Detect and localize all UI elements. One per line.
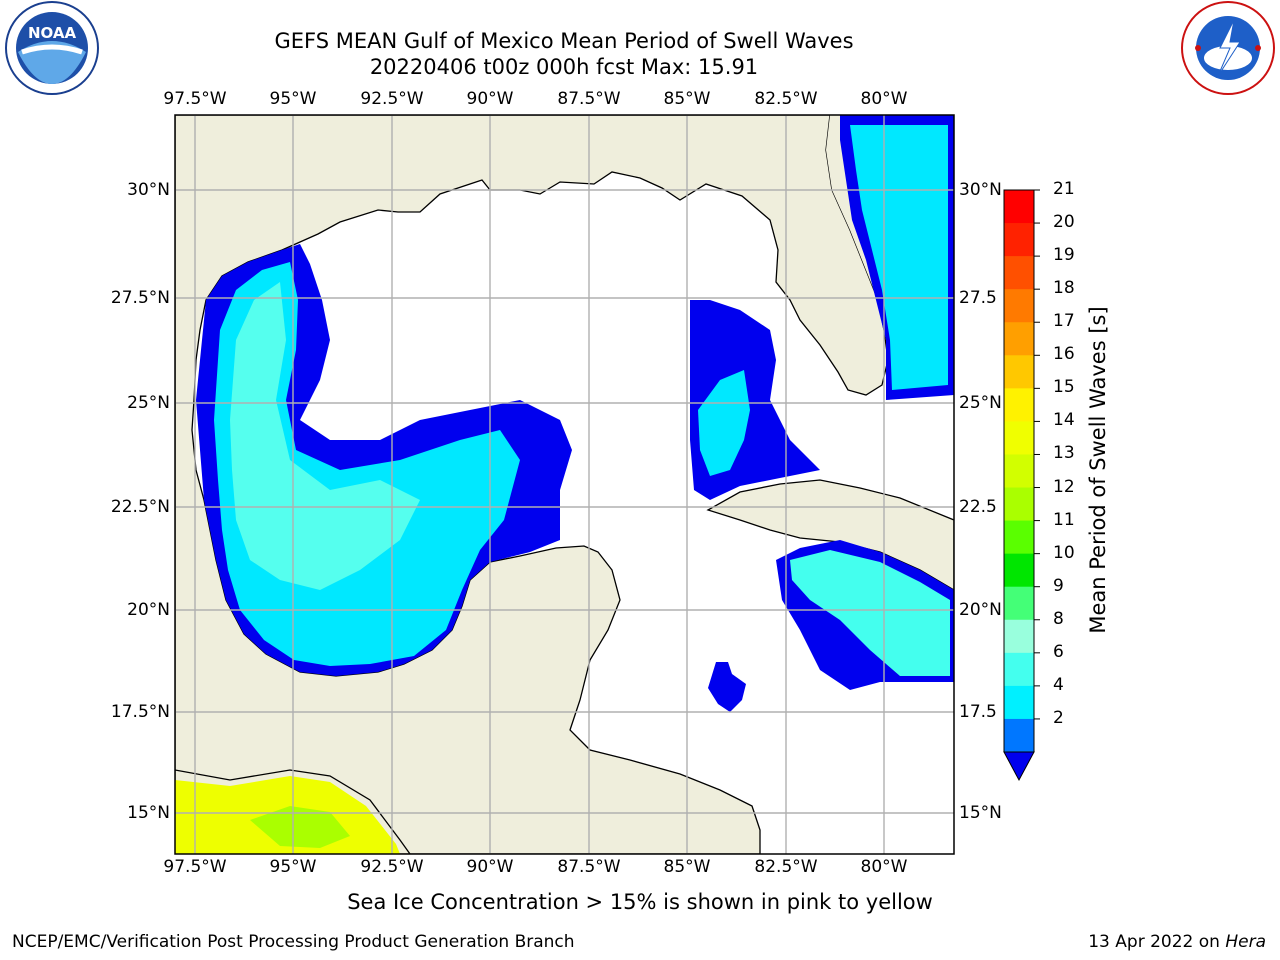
lat-label: 20°N [959,600,1002,620]
lon-label: 82.5°W [754,857,818,877]
lat-label: 22.5 [959,497,997,517]
lat-label: 15°N [959,803,1002,823]
colorbar-tick-label: 16 [1053,344,1075,365]
swell-field-honduras [708,662,746,712]
lon-label: 82.5°W [754,89,818,109]
colorbar [1003,189,1040,782]
chart-subtitle: 20220406 t00z 000h fcst Max: 15.91 [369,55,759,79]
lon-label: 80°W [860,857,908,877]
colorbar-border [1003,189,1035,753]
colorbar-tick-label: 2 [1053,707,1064,728]
lat-label: 30°N [959,180,1002,200]
lat-label: 22.5°N [110,497,170,517]
colorbar-tick-label: 21 [1053,179,1075,199]
lon-label: 90°W [466,89,514,109]
colorbar-swatch [1004,520,1034,555]
colorbar-swatch [1004,322,1034,356]
lon-label: 95°W [269,89,317,109]
colorbar-tick-label: 10 [1053,542,1075,563]
colorbar-tick-label: 17 [1053,311,1075,332]
footer-date-text: 13 Apr 2022 on [1088,932,1220,952]
sea-ice-caption: Sea Ice Concentration > 15% is shown in … [347,890,933,914]
footer-date: 13 Apr 2022 on Hera [1088,932,1266,952]
colorbar-swatch [1004,685,1034,720]
noaa-logo-text: NOAA [28,24,77,42]
colorbar-extend-arrow [1003,751,1035,782]
graticule [175,115,954,854]
noaa-logo: NOAA [5,1,99,95]
chart-title: GEFS MEAN Gulf of Mexico Mean Period of … [274,29,854,53]
colorbar-tick-label: 20 [1053,212,1075,233]
swell-field-pacific-green [250,806,350,848]
colorbar-tick-label: 12 [1053,476,1075,497]
lon-label: 87.5°W [557,857,621,877]
footer-organization: NCEP/EMC/Verification Post Processing Pr… [12,932,575,952]
colorbar-title: Mean Period of Swell Waves [s] [1086,306,1110,634]
colorbar-swatch [1004,718,1034,753]
lat-label: 27.5 [959,288,997,308]
colorbar-swatch [1004,190,1034,224]
swell-field-caribbean-mid [790,550,950,676]
colorbar-swatch [1004,652,1034,687]
lon-label: 92.5°W [360,857,424,877]
colorbar-tick-label: 14 [1053,410,1075,431]
colorbar-swatch [1004,388,1034,422]
lon-label: 80°W [860,89,908,109]
colorbar-swatch [1004,289,1034,323]
colorbar-swatch [1004,256,1034,290]
lat-label: 15°N [127,803,170,823]
colorbar-swatch [1004,487,1034,522]
colorbar-tick-label: 4 [1053,674,1064,695]
colorbar-tick-label: 18 [1053,278,1075,299]
lat-label: 20°N [127,600,170,620]
lon-label: 87.5°W [557,89,621,109]
colorbar-swatch [1004,223,1034,257]
lon-label: 97.5°W [163,89,227,109]
lon-label: 97.5°W [163,857,227,877]
lon-label: 85°W [663,89,711,109]
colorbar-tick-label: 13 [1053,443,1075,464]
lon-label: 90°W [466,857,514,877]
colorbar-tick-label: 6 [1053,641,1064,662]
colorbar-swatch [1004,553,1034,588]
lat-label: 17.5 [959,702,997,722]
colorbar-swatch [1004,619,1034,654]
lat-label: 25°N [127,393,170,413]
lon-label: 85°W [663,857,711,877]
colorbar-tick-label: 9 [1053,575,1064,596]
swell-field-atlantic-mid [850,125,948,390]
colorbar-swatch [1004,421,1034,455]
colorbar-tick-label: 8 [1053,608,1064,629]
colorbar-tick-label: 15 [1053,377,1075,398]
map-border [174,114,955,855]
colorbar-swatch [1004,355,1034,389]
lat-label: 30°N [127,180,170,200]
colorbar-swatch [1004,454,1034,489]
footer-host: Hera [1225,932,1266,952]
swell-field-eastern-gulf-mid [698,370,750,476]
lat-label: 27.5°N [110,288,170,308]
lat-label: 25°N [959,393,1002,413]
colorbar-swatch [1004,586,1034,621]
colorbar-tick-label: 11 [1053,509,1075,530]
lat-label: 17.5°N [110,702,170,722]
colorbar-tick-label: 19 [1053,245,1075,266]
swell-field-western-gulf-light [230,282,420,590]
nws-logo [1181,1,1275,95]
lon-label: 95°W [269,857,317,877]
lon-label: 92.5°W [360,89,424,109]
